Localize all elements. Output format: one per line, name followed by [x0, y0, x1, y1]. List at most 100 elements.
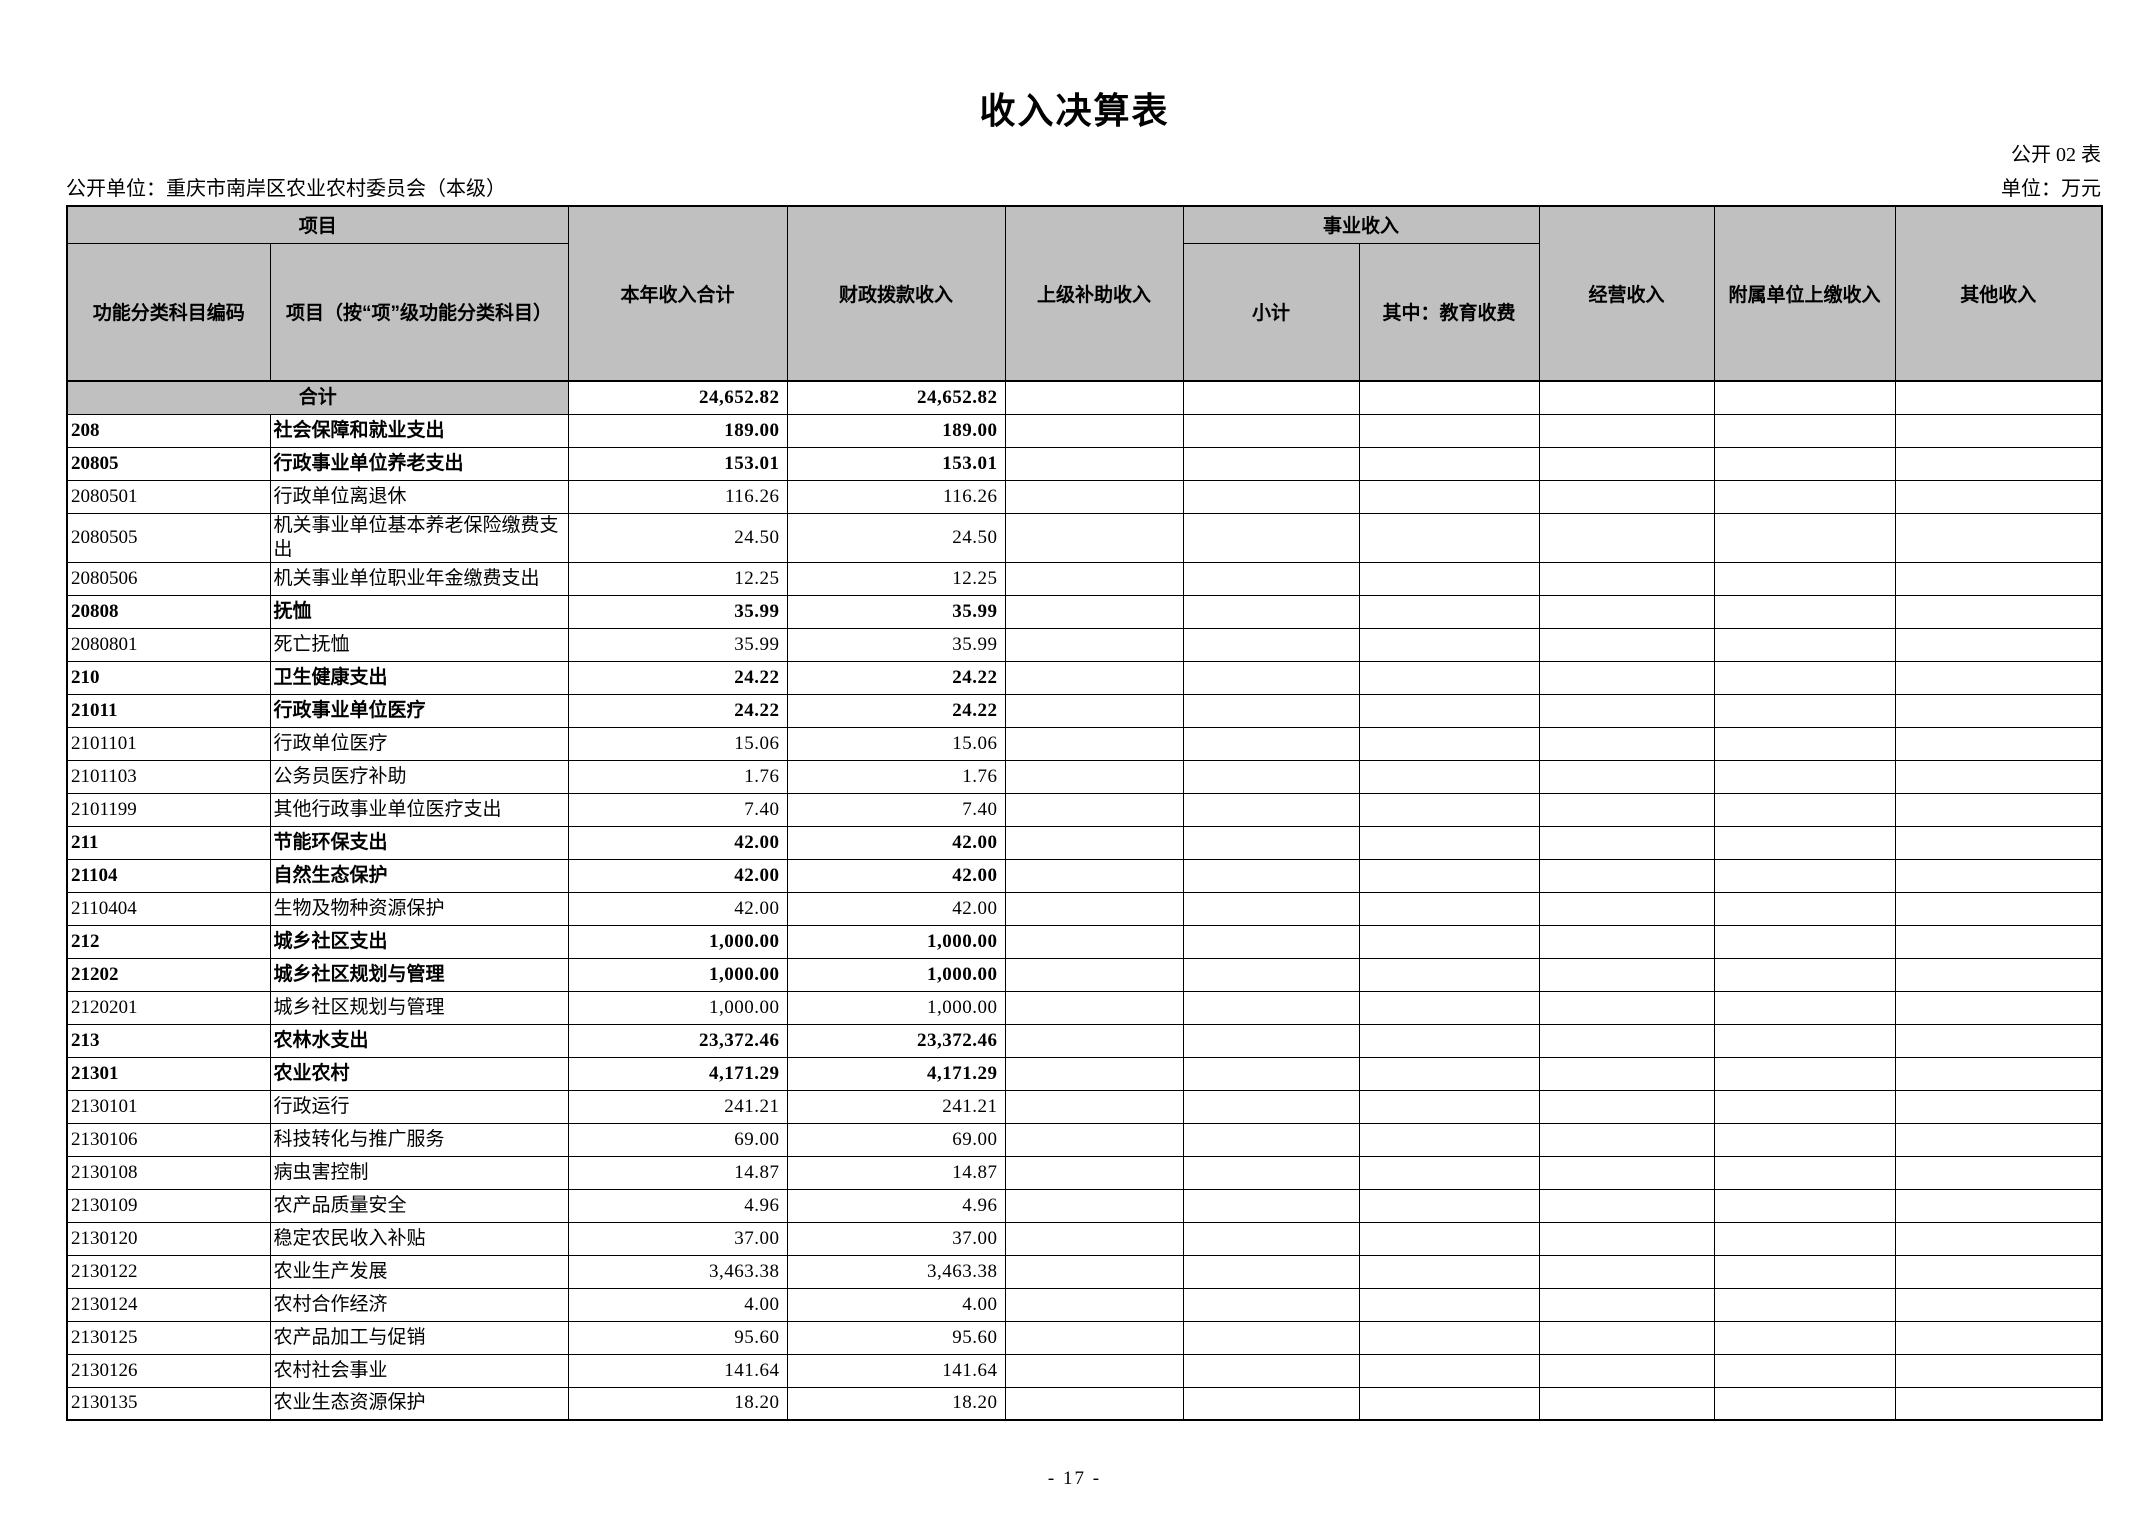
- name-cell: 机关事业单位基本养老保险缴费支出: [269, 512, 569, 563]
- header-total-income: 本年收入合计: [567, 205, 788, 382]
- value-cell-total: 1,000.00: [567, 957, 788, 992]
- unit-of-measure-label: 单位：万元: [2001, 178, 2101, 200]
- header-operating-income: 经营收入: [1538, 205, 1715, 382]
- table-code-label: 公开 02 表: [2011, 144, 2101, 166]
- header-superior-subsidy: 上级补助收入: [1004, 205, 1184, 382]
- value-cell-other: [1894, 891, 2103, 926]
- value-cell-business_subtotal: [1182, 891, 1360, 926]
- name-cell: 行政单位离退休: [269, 479, 569, 514]
- value-cell-total: 15.06: [567, 726, 788, 761]
- value-cell-education_fees: [1358, 1320, 1540, 1355]
- value-cell-total: 24.22: [567, 660, 788, 695]
- value-cell-business_subtotal: [1182, 792, 1360, 827]
- value-cell-total: 69.00: [567, 1122, 788, 1157]
- code-cell: 2130124: [66, 1287, 271, 1322]
- value-cell-superior: [1004, 759, 1184, 794]
- value-cell-total: 95.60: [567, 1320, 788, 1355]
- code-cell: 21104: [66, 858, 271, 893]
- table-row: 2080506 机关事业单位职业年金缴费支出 12.25 12.25: [66, 561, 2103, 596]
- value-cell-total: 1.76: [567, 759, 788, 794]
- table-row: 213 农林水支出 23,372.46 23,372.46: [66, 1023, 2103, 1058]
- value-cell-operating: [1538, 380, 1715, 415]
- value-cell-other: [1894, 413, 2103, 448]
- value-cell-other: [1894, 1122, 2103, 1157]
- value-cell-other: [1894, 1221, 2103, 1256]
- code-cell: 2101103: [66, 759, 271, 794]
- value-cell-fiscal: 4,171.29: [786, 1056, 1006, 1091]
- table-row: 2080505 机关事业单位基本养老保险缴费支出 24.50 24.50: [66, 512, 2103, 563]
- value-cell-superior: [1004, 924, 1184, 959]
- table-row: 208 社会保障和就业支出 189.00 189.00: [66, 413, 2103, 448]
- name-cell: 生物及物种资源保护: [269, 891, 569, 926]
- header-affiliated-remitted-income: 附属单位上缴收入: [1713, 205, 1896, 382]
- value-cell-affiliated: [1713, 891, 1896, 926]
- name-cell: 病虫害控制: [269, 1155, 569, 1190]
- value-cell-fiscal: 35.99: [786, 594, 1006, 629]
- value-cell-business_subtotal: [1182, 1089, 1360, 1124]
- name-cell: 自然生态保护: [269, 858, 569, 893]
- value-cell-education_fees: [1358, 726, 1540, 761]
- name-cell: 农林水支出: [269, 1023, 569, 1058]
- value-cell-other: [1894, 825, 2103, 860]
- value-cell-superior: [1004, 990, 1184, 1025]
- code-cell: 2130126: [66, 1353, 271, 1388]
- value-cell-superior: [1004, 660, 1184, 695]
- value-cell-business_subtotal: [1182, 594, 1360, 629]
- value-cell-other: [1894, 924, 2103, 959]
- value-cell-education_fees: [1358, 1089, 1540, 1124]
- name-cell: 稳定农民收入补贴: [269, 1221, 569, 1256]
- grand-total-label: 合计: [66, 380, 569, 415]
- value-cell-affiliated: [1713, 1188, 1896, 1223]
- value-cell-other: [1894, 1023, 2103, 1058]
- code-cell: 2130122: [66, 1254, 271, 1289]
- value-cell-other: [1894, 1155, 2103, 1190]
- code-cell: 2130101: [66, 1089, 271, 1124]
- code-cell: 2080801: [66, 627, 271, 662]
- value-cell-fiscal: 24.22: [786, 693, 1006, 728]
- value-cell-fiscal: 18.20: [786, 1386, 1006, 1421]
- value-cell-business_subtotal: [1182, 446, 1360, 481]
- value-cell-other: [1894, 990, 2103, 1025]
- table-row: 2130106 科技转化与推广服务 69.00 69.00: [66, 1122, 2103, 1157]
- value-cell-other: [1894, 858, 2103, 893]
- value-cell-operating: [1538, 1023, 1715, 1058]
- table-row: 21011 行政事业单位医疗 24.22 24.22: [66, 693, 2103, 728]
- value-cell-other: [1894, 479, 2103, 514]
- value-cell-affiliated: [1713, 512, 1896, 563]
- value-cell-fiscal: 35.99: [786, 627, 1006, 662]
- value-cell-other: [1894, 660, 2103, 695]
- value-cell-affiliated: [1713, 825, 1896, 860]
- value-cell-fiscal: 42.00: [786, 891, 1006, 926]
- value-cell-affiliated: [1713, 1353, 1896, 1388]
- value-cell-operating: [1538, 1155, 1715, 1190]
- value-cell-affiliated: [1713, 792, 1896, 827]
- value-cell-affiliated: [1713, 1056, 1896, 1091]
- value-cell-education_fees: [1358, 1155, 1540, 1190]
- table-row: 20808 抚恤 35.99 35.99: [66, 594, 2103, 629]
- code-cell: 2080506: [66, 561, 271, 596]
- value-cell-total: 24.22: [567, 693, 788, 728]
- value-cell-business_subtotal: [1182, 759, 1360, 794]
- name-cell: 农业生产发展: [269, 1254, 569, 1289]
- header-project-name: 项目（按“项”级功能分类科目）: [269, 242, 569, 382]
- value-cell-total: 7.40: [567, 792, 788, 827]
- value-cell-total: 116.26: [567, 479, 788, 514]
- table-row: 2130108 病虫害控制 14.87 14.87: [66, 1155, 2103, 1190]
- page-number: - 17 -: [1047, 1468, 1102, 1489]
- value-cell-education_fees: [1358, 1386, 1540, 1421]
- value-cell-total: 3,463.38: [567, 1254, 788, 1289]
- name-cell: 社会保障和就业支出: [269, 413, 569, 448]
- value-cell-operating: [1538, 512, 1715, 563]
- table-row: 20805 行政事业单位养老支出 153.01 153.01: [66, 446, 2103, 481]
- table-row: 2130101 行政运行 241.21 241.21: [66, 1089, 2103, 1124]
- name-cell: 卫生健康支出: [269, 660, 569, 695]
- value-cell-superior: [1004, 1386, 1184, 1421]
- value-cell-superior: [1004, 726, 1184, 761]
- code-cell: 21202: [66, 957, 271, 992]
- name-cell: 农村社会事业: [269, 1353, 569, 1388]
- code-cell: 2130125: [66, 1320, 271, 1355]
- value-cell-fiscal: 4.00: [786, 1287, 1006, 1322]
- value-cell-affiliated: [1713, 1023, 1896, 1058]
- header-function-code: 功能分类科目编码: [66, 242, 271, 382]
- value-cell-other: [1894, 1056, 2103, 1091]
